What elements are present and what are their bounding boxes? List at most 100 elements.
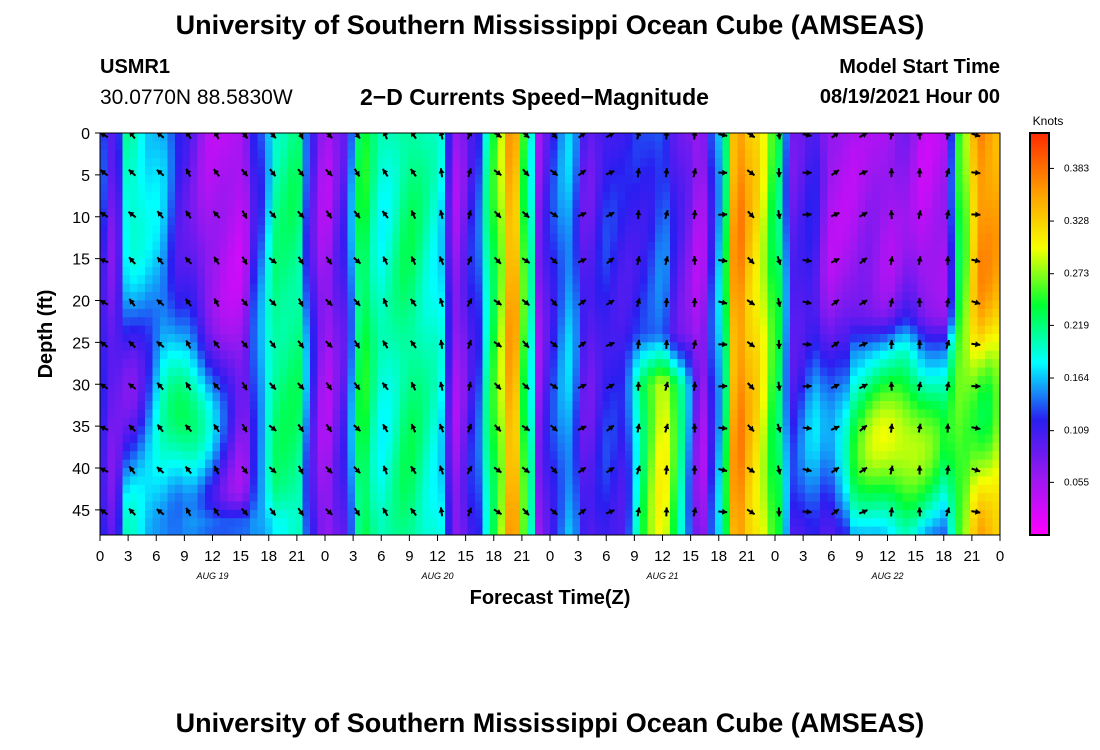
- heat-cell: [100, 250, 109, 260]
- heat-cell: [182, 233, 191, 243]
- heat-cell: [415, 133, 424, 142]
- heat-cell: [730, 225, 739, 235]
- heat-cell: [452, 317, 461, 327]
- heat-cell: [610, 384, 619, 394]
- heat-cell: [197, 283, 206, 293]
- heat-cell: [227, 300, 236, 310]
- heat-cell: [655, 350, 664, 360]
- heat-cell: [557, 183, 566, 193]
- heat-cell: [820, 409, 829, 419]
- heat-cell: [640, 225, 649, 235]
- heat-cell: [865, 409, 874, 419]
- heat-cell: [580, 283, 589, 293]
- heat-cell: [400, 200, 409, 209]
- heat-cell: [100, 375, 109, 385]
- heat-cell: [707, 308, 716, 318]
- heat-cell: [752, 225, 761, 235]
- heat-cell: [182, 459, 191, 469]
- heat-cell: [287, 325, 296, 335]
- heat-cell: [145, 250, 154, 260]
- heat-cell: [445, 283, 454, 293]
- heat-cell: [212, 375, 221, 385]
- heat-cell: [437, 367, 446, 377]
- heat-cell: [745, 426, 754, 436]
- heat-cell: [467, 300, 476, 310]
- heat-cell: [880, 183, 889, 193]
- heat-cell: [647, 267, 656, 276]
- heat-cell: [527, 158, 536, 168]
- heat-cell: [145, 233, 154, 243]
- heat-cell: [940, 267, 949, 276]
- heat-cell: [805, 442, 814, 452]
- heat-cell: [392, 241, 401, 251]
- heat-cell: [512, 459, 521, 469]
- heat-cell: [422, 367, 431, 377]
- heat-cell: [107, 468, 116, 477]
- heat-cell: [407, 334, 416, 343]
- heat-cell: [242, 200, 251, 209]
- heat-cell: [295, 350, 304, 360]
- heat-cell: [812, 426, 821, 436]
- heat-cell: [235, 334, 244, 343]
- heat-cell: [662, 401, 671, 410]
- heat-cell: [610, 308, 619, 318]
- heat-cell: [632, 258, 641, 268]
- heat-cell: [385, 241, 394, 251]
- heat-cell: [512, 258, 521, 268]
- heat-cell: [505, 342, 514, 352]
- heat-cell: [280, 241, 289, 251]
- heat-cell: [857, 241, 866, 251]
- heat-cell: [392, 174, 401, 184]
- heat-cell: [640, 183, 649, 193]
- heat-cell: [445, 233, 454, 243]
- heat-cell: [175, 141, 184, 151]
- heat-cell: [722, 149, 731, 159]
- heat-cell: [782, 342, 791, 352]
- heat-cell: [370, 476, 379, 486]
- heat-cell: [242, 225, 251, 235]
- heat-cell: [947, 141, 956, 151]
- heat-cell: [692, 409, 701, 419]
- heat-cell: [482, 300, 491, 310]
- heat-cell: [752, 308, 761, 318]
- heat-cell: [910, 417, 919, 427]
- heat-cell: [595, 133, 604, 142]
- heat-cell: [467, 434, 476, 444]
- heat-cell: [482, 208, 491, 218]
- heat-cell: [722, 158, 731, 168]
- heat-cell: [647, 367, 656, 377]
- heat-cell: [580, 417, 589, 427]
- heat-cell: [445, 384, 454, 394]
- heat-cell: [595, 468, 604, 477]
- heat-cell: [595, 384, 604, 394]
- heat-cell: [820, 308, 829, 318]
- heat-cell: [205, 292, 214, 302]
- heat-cell: [400, 317, 409, 327]
- heat-cell: [160, 426, 169, 436]
- heat-cell: [700, 350, 709, 360]
- heat-cell: [745, 283, 754, 293]
- heat-cell: [887, 283, 896, 293]
- heat-cell: [482, 292, 491, 302]
- heat-cell: [745, 459, 754, 469]
- heat-cell: [820, 334, 829, 343]
- heat-cell: [152, 300, 161, 310]
- heat-cell: [610, 225, 619, 235]
- heat-cell: [257, 183, 266, 193]
- heat-cell: [880, 191, 889, 201]
- heat-cell: [715, 417, 724, 427]
- heat-cell: [542, 141, 551, 151]
- heat-cell: [535, 292, 544, 302]
- heat-cell: [857, 275, 866, 285]
- heat-cell: [475, 317, 484, 327]
- heat-cell: [557, 409, 566, 419]
- heat-cell: [715, 216, 724, 226]
- heat-cell: [520, 174, 529, 184]
- heat-cell: [512, 409, 521, 419]
- heat-cell: [970, 208, 979, 218]
- heat-cell: [595, 174, 604, 184]
- heat-cell: [407, 275, 416, 285]
- heat-cell: [130, 275, 139, 285]
- heat-cell: [422, 401, 431, 410]
- heat-cell: [317, 468, 326, 477]
